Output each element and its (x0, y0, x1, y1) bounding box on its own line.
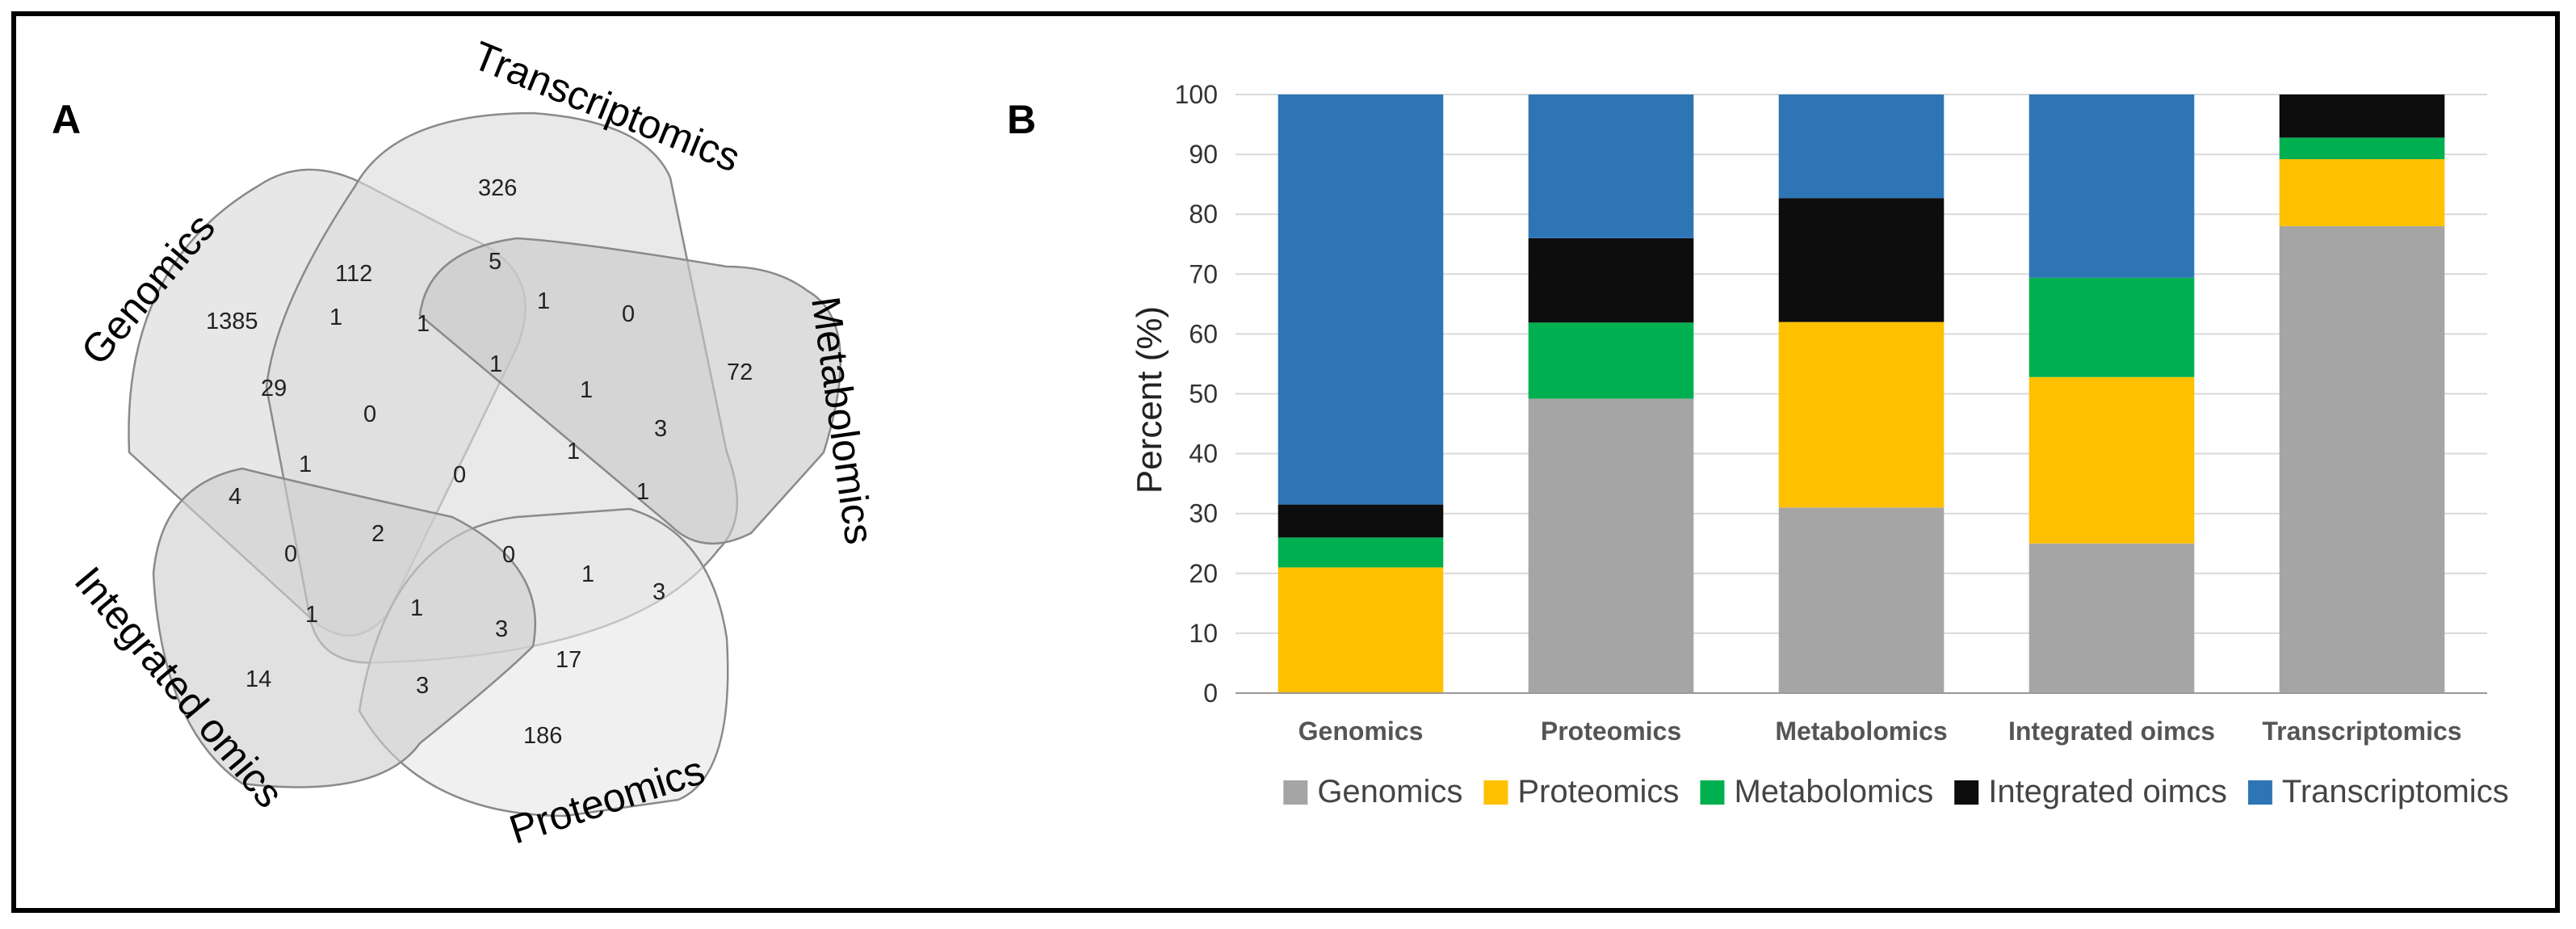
legend-label: Proteomics (1517, 774, 1679, 809)
venn-count: 1 (489, 351, 502, 377)
legend-item: Transcriptomics (2247, 774, 2509, 809)
venn-count: 0 (622, 301, 635, 327)
bar-segment (1528, 398, 1694, 693)
bar-segment (1278, 567, 1444, 693)
venn-count: 1385 (206, 309, 258, 334)
y-tick-label: 10 (1189, 619, 1218, 648)
y-tick-label: 0 (1203, 679, 1218, 708)
x-tick-label: Metabolomics (1775, 717, 1947, 746)
venn-count: 1 (329, 305, 342, 330)
y-tick-label: 60 (1189, 319, 1218, 348)
bar-segment (2279, 95, 2445, 138)
venn-count: 1 (410, 595, 423, 621)
y-tick-label: 70 (1189, 259, 1218, 288)
x-tick-label: Proteomics (1541, 717, 1681, 746)
x-tick-label: Transcriptomics (2262, 717, 2461, 746)
legend-swatch (1700, 780, 1725, 805)
venn-count: 2 (371, 521, 384, 547)
bar-segment (1778, 507, 1945, 693)
venn-count: 0 (284, 541, 297, 567)
venn-diagram: A 1385 326 72 186 14 112 29 5 1 0 1 1 0 … (52, 32, 882, 852)
venn-count: 326 (478, 175, 517, 201)
venn-count: 1 (537, 288, 550, 314)
venn-count: 3 (652, 579, 665, 605)
venn-count: 72 (727, 359, 753, 385)
legend-swatch (2247, 780, 2272, 805)
y-axis-label: Percent (%) (1130, 306, 1169, 494)
bar-segment (1528, 322, 1694, 399)
x-tick-label: Integrated oimcs (2008, 717, 2215, 746)
bar-segment (1528, 95, 1694, 238)
legend-item: Integrated oimcs (1954, 774, 2227, 809)
legend-label: Metabolomics (1734, 774, 1933, 809)
venn-count: 4 (229, 484, 241, 510)
venn-count: 1 (581, 561, 594, 587)
panel-a-label: A (52, 97, 81, 142)
y-tick-label: 80 (1189, 200, 1218, 229)
y-tick-label: 90 (1189, 140, 1218, 169)
legend-swatch (1954, 780, 1979, 805)
venn-count: 1 (567, 439, 580, 464)
legend-item: Genomics (1283, 774, 1462, 809)
venn-count: 3 (416, 673, 429, 699)
bar-segment (2028, 543, 2195, 693)
bar-segment (2028, 376, 2195, 544)
legend-label: Transcriptomics (2282, 774, 2509, 809)
venn-count: 1 (299, 452, 312, 477)
bar-segment (1278, 504, 1444, 538)
bar-segment (1278, 537, 1444, 568)
venn-count: 1 (417, 311, 430, 337)
legend: Genomics Proteomics Metabolomics Integrated… (1283, 774, 2509, 809)
bar-segment (2028, 277, 2195, 377)
y-tick-label: 30 (1189, 499, 1218, 528)
legend-swatch (1483, 780, 1508, 805)
venn-count: 0 (363, 401, 376, 427)
bar-segment (2028, 95, 2195, 278)
venn-count: 1 (636, 479, 649, 505)
y-tick-label: 20 (1189, 559, 1218, 588)
bar-segment (1778, 322, 1945, 508)
venn-set-integrated-omics (152, 467, 537, 788)
x-axis-ticks: Genomics Proteomics Metabolomics Integrated… (1298, 717, 2462, 746)
venn-count: 3 (654, 416, 667, 442)
legend-label: Integrated oimcs (1988, 774, 2227, 809)
venn-shapes (128, 111, 842, 818)
bar-segment (2279, 226, 2445, 693)
bar-segment (1778, 198, 1945, 322)
x-tick-label: Genomics (1298, 717, 1424, 746)
y-tick-label: 100 (1175, 80, 1218, 109)
bars (1278, 95, 2445, 693)
legend-item: Metabolomics (1700, 774, 1933, 809)
venn-count: 17 (556, 647, 581, 673)
venn-count: 0 (502, 542, 515, 568)
venn-count: 0 (453, 462, 466, 488)
bar-segment (1528, 238, 1694, 323)
bar-segment (2279, 137, 2445, 160)
panel-b-label: B (1007, 97, 1036, 142)
venn-count: 5 (489, 249, 501, 275)
bar-segment (1778, 95, 1945, 199)
venn-count: 112 (335, 261, 372, 287)
y-tick-label: 50 (1189, 380, 1218, 409)
venn-set-metabolomics (418, 237, 842, 545)
legend-swatch (1283, 780, 1308, 805)
legend-item: Proteomics (1483, 774, 1679, 809)
venn-count: 3 (495, 616, 508, 642)
venn-count: 1 (580, 377, 593, 403)
bar-segment (2279, 159, 2445, 227)
legend-label: Genomics (1317, 774, 1462, 809)
venn-count: 29 (261, 376, 287, 401)
venn-region-counts: 1385 326 72 186 14 112 29 5 1 0 1 1 0 1 … (206, 175, 753, 749)
venn-count: 14 (245, 666, 271, 692)
venn-count: 186 (523, 723, 562, 749)
venn-count: 1 (305, 602, 318, 628)
bar-segment (1278, 95, 1444, 505)
y-tick-label: 40 (1189, 439, 1218, 469)
y-axis-ticks: 0 10 20 30 40 50 60 70 80 90 100 (1175, 80, 1218, 708)
figure-frame (11, 11, 2560, 913)
